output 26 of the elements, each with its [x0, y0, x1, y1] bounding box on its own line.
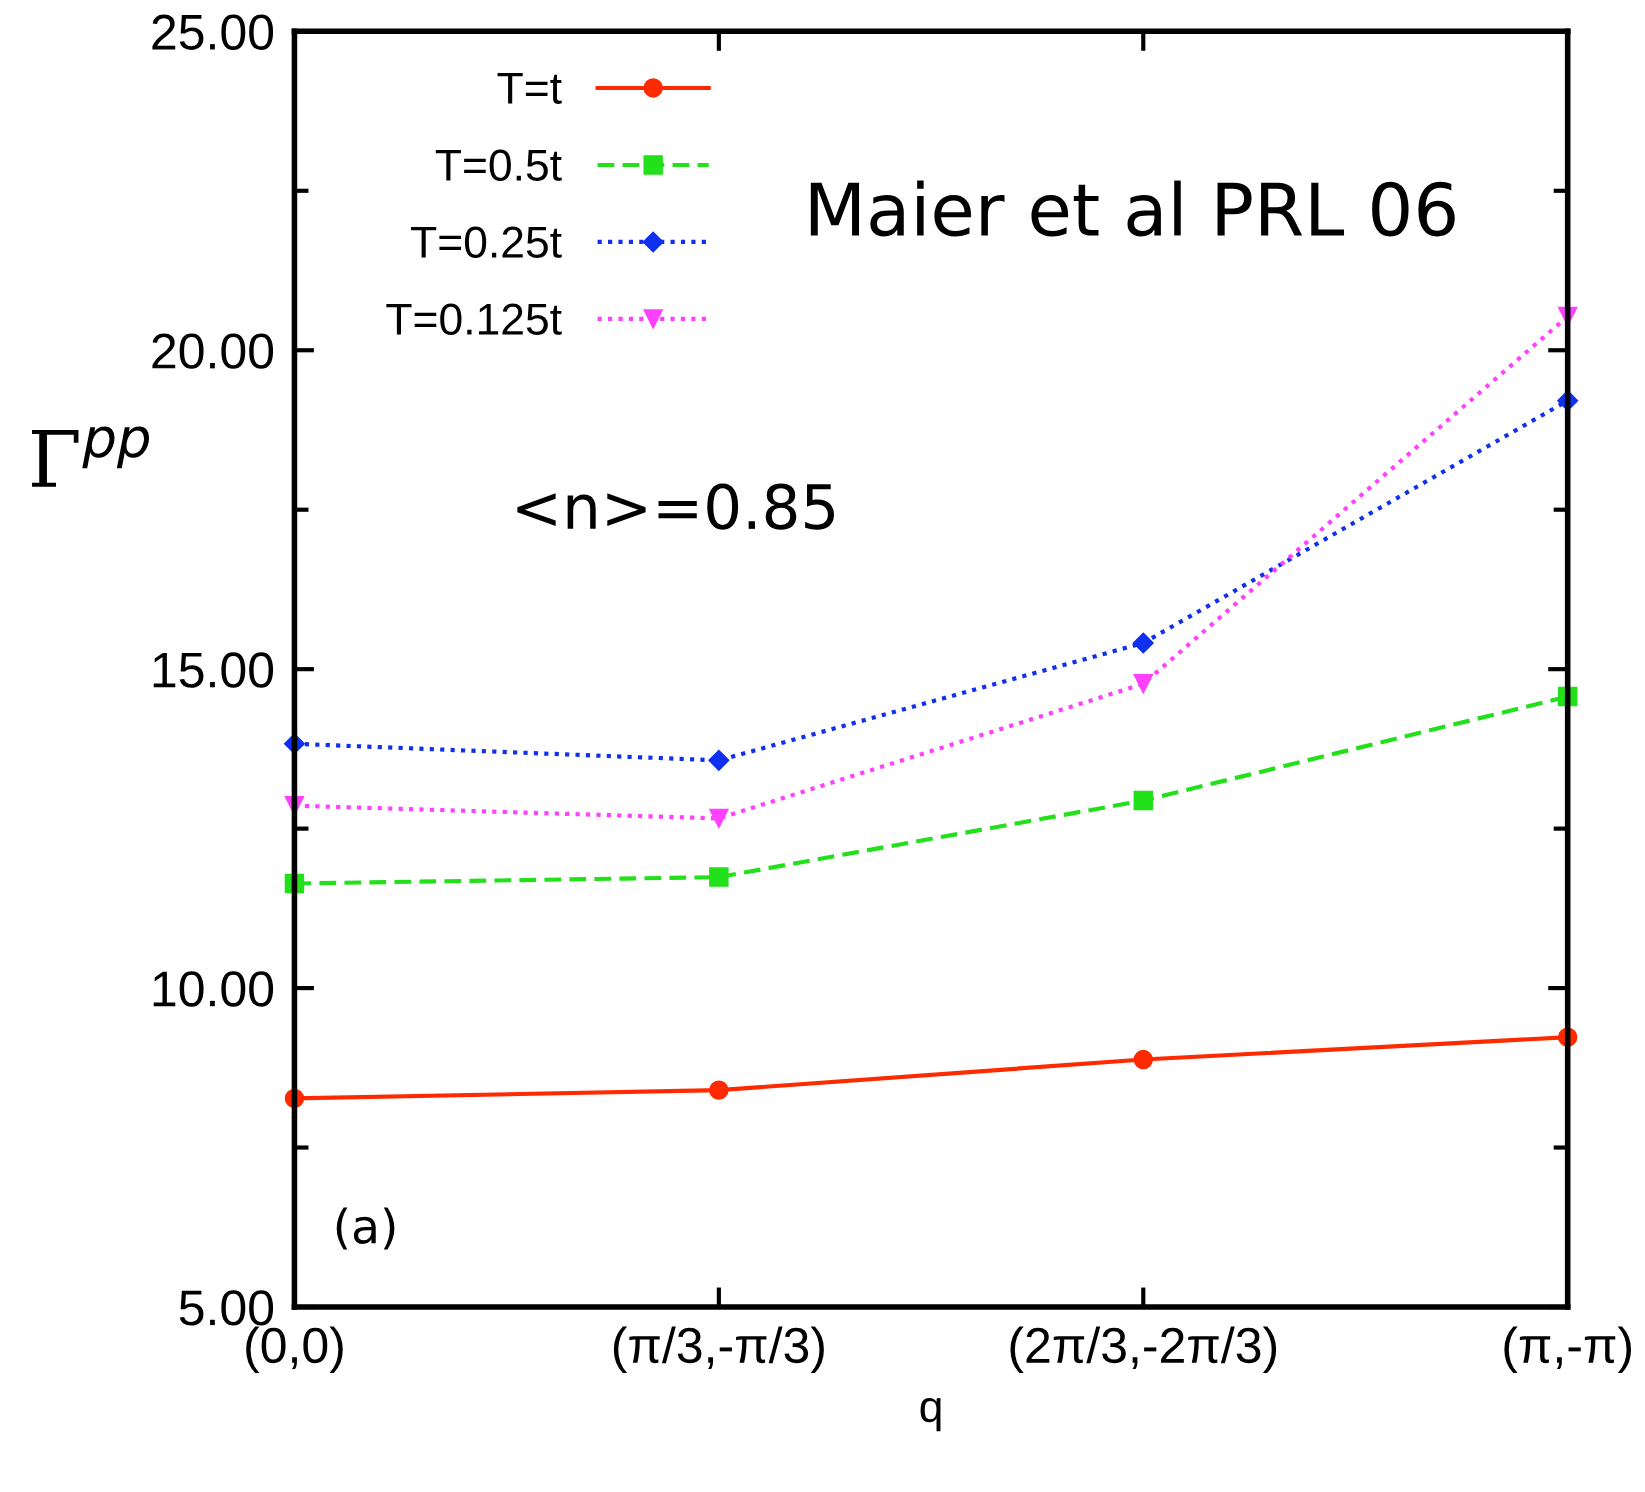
x-axis-title: q — [920, 1398, 941, 1432]
point — [1133, 674, 1153, 694]
point — [709, 867, 729, 887]
point — [709, 808, 729, 829]
legend-label: T=t — [497, 72, 562, 104]
x-tick-label: (π,-π) — [1504, 1326, 1631, 1374]
point — [1132, 632, 1154, 654]
y-tick-label: 25.00 — [152, 14, 274, 50]
point — [709, 1080, 729, 1100]
y-tick-label: 20.00 — [152, 333, 274, 369]
legend-label: T=0.5t — [435, 149, 562, 181]
x-tick-label: (0,0) — [246, 1326, 343, 1374]
point — [1133, 790, 1153, 811]
x-tick-label: (2π/3,-2π/3) — [1010, 1326, 1277, 1374]
annotation: <n>=0.85 — [517, 483, 834, 530]
y-tick-label: 10.00 — [153, 971, 274, 1007]
annotation: Maier et al PRL 06 — [810, 180, 1455, 237]
y-tick-label: 5.00 — [179, 1290, 274, 1326]
point — [708, 749, 730, 771]
y-tick-label: 15.00 — [153, 652, 274, 688]
y-axis-title: Γ$^{pp}$ — [32, 426, 150, 487]
legend-label: T=0.25t — [411, 226, 562, 258]
x-tick-label: (π/3,-π/3) — [613, 1326, 824, 1374]
annotation: (a) — [336, 1207, 395, 1250]
point — [1133, 1049, 1153, 1070]
legend-label: T=0.125t — [386, 303, 562, 335]
